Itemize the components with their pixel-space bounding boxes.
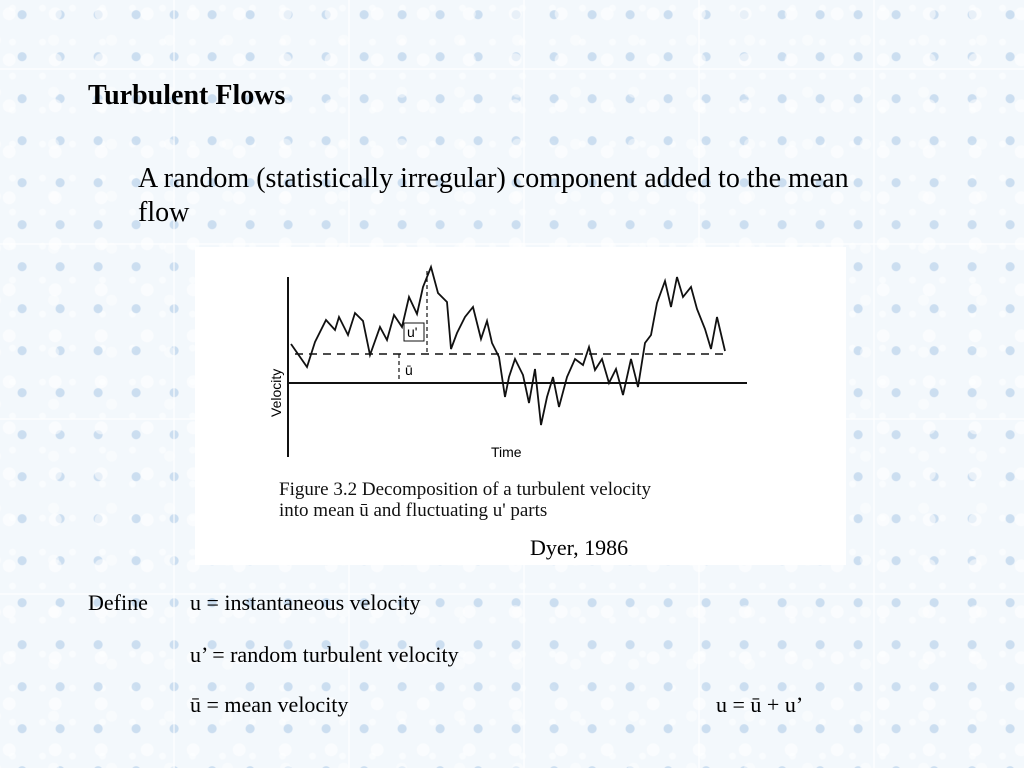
slide-title: Turbulent Flows: [88, 80, 286, 111]
figure-caption: Figure 3.2 Decomposition of a turbulent …: [279, 479, 799, 521]
velocity-diagram: u' ū Velocity Time: [268, 264, 747, 460]
x-axis-label: Time: [491, 444, 522, 460]
define-label: Define: [88, 590, 148, 615]
slide-subtitle: A random (statistically irregular) compo…: [138, 163, 849, 228]
definition-u: u = instantaneous velocity: [190, 590, 421, 615]
caption-line-2: into mean ū and fluctuating u' parts: [279, 500, 548, 521]
decomposition-equation: u = ū + u’: [716, 692, 804, 717]
y-axis-label: Velocity: [268, 369, 284, 417]
u-bar-label: ū: [405, 362, 413, 378]
definition-u-prime: u’ = random turbulent velocity: [190, 642, 459, 667]
velocity-figure: u' ū Velocity Time Figure 3.2 Decomposit…: [195, 247, 846, 565]
figure-credit: Dyer, 1986: [530, 535, 629, 560]
velocity-trace: [290, 264, 726, 426]
caption-line-1: Figure 3.2 Decomposition of a turbulent …: [279, 479, 652, 500]
u-prime-label: u': [407, 324, 417, 340]
definition-u-bar: ū = mean velocity: [190, 692, 349, 717]
